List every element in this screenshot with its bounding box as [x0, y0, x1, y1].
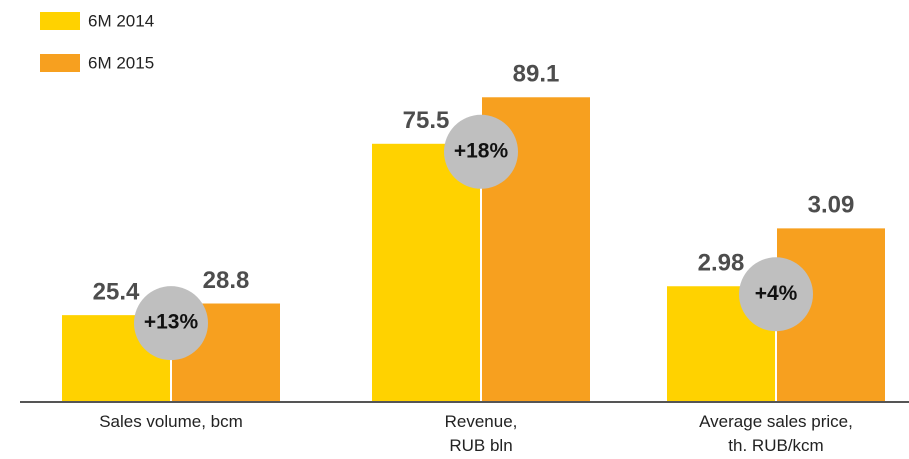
value-label: 89.1 [513, 61, 560, 88]
change-badge [739, 257, 813, 332]
change-label: +13% [144, 311, 199, 334]
change-badge [444, 114, 518, 189]
value-label: 25.4 [93, 278, 140, 305]
category-label: Sales volume, bcm [99, 412, 243, 431]
change-label: +4% [755, 282, 798, 305]
legend-swatch [40, 12, 80, 30]
legend-label: 6M 2015 [88, 53, 154, 72]
value-label: 28.8 [203, 267, 250, 294]
legend-label: 6M 2014 [88, 11, 154, 30]
bar: 6M 2014 [372, 143, 480, 403]
category-label: Average sales price, th. RUB/kcm [699, 412, 853, 455]
value-label: 3.09 [808, 192, 855, 219]
change-badge [134, 286, 208, 361]
value-label: 2.98 [698, 250, 745, 277]
category-label: Revenue, RUB bln [444, 412, 518, 455]
legend-swatch [40, 54, 80, 72]
value-label: 75.5 [403, 107, 450, 134]
change-label: +18% [454, 139, 509, 162]
